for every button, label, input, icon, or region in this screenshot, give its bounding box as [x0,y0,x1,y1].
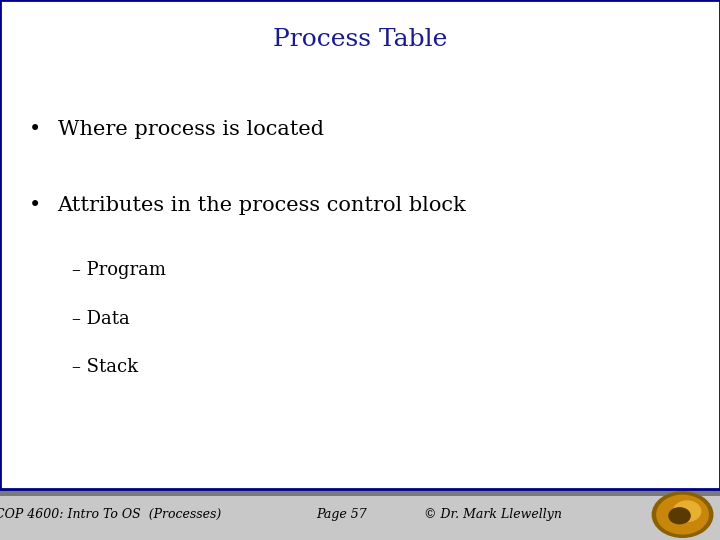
Text: Attributes in the process control block: Attributes in the process control block [58,195,467,215]
Text: COP 4600: Intro To OS  (Processes): COP 4600: Intro To OS (Processes) [0,508,221,521]
Text: – Data: – Data [72,309,130,328]
Bar [0,489,720,540]
Circle shape [669,508,690,524]
Text: – Program: – Program [72,261,166,279]
Text: Where process is located: Where process is located [58,120,323,139]
Text: •: • [29,195,41,215]
Text: Process Table: Process Table [273,28,447,51]
Text: Page 57: Page 57 [317,508,367,521]
Circle shape [673,501,701,522]
Text: – Stack: – Stack [72,358,138,376]
Circle shape [652,492,713,537]
Bar [0,489,720,496]
Circle shape [657,495,708,534]
Text: •: • [29,120,41,139]
Text: © Dr. Mark Llewellyn: © Dr. Mark Llewellyn [424,508,562,521]
